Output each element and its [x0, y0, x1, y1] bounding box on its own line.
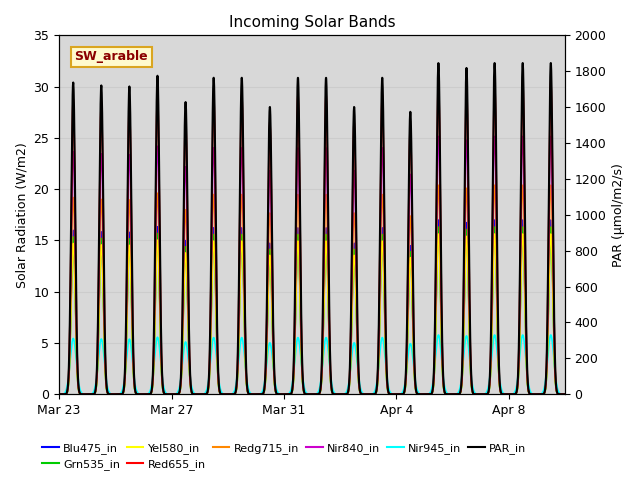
- Legend: Blu475_in, Grn535_in, Yel580_in, Red655_in, Redg715_in, Nir840_in, Nir945_in, PA: Blu475_in, Grn535_in, Yel580_in, Red655_…: [38, 438, 531, 474]
- Y-axis label: PAR (μmol/m2/s): PAR (μmol/m2/s): [612, 163, 625, 267]
- Text: SW_arable: SW_arable: [74, 50, 148, 63]
- Title: Incoming Solar Bands: Incoming Solar Bands: [228, 15, 396, 30]
- Y-axis label: Solar Radiation (W/m2): Solar Radiation (W/m2): [15, 142, 28, 288]
